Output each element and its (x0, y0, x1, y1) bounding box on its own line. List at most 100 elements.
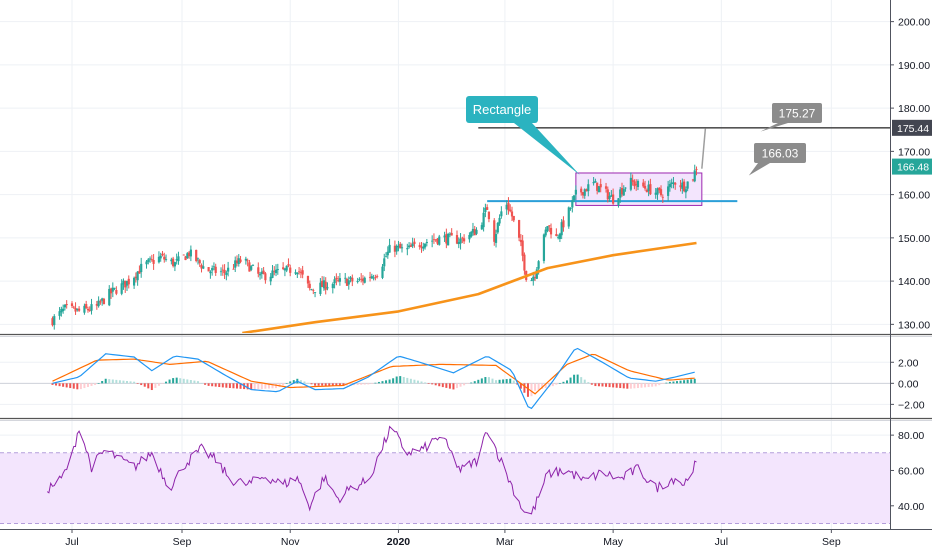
candle[interactable] (251, 264, 255, 267)
candle[interactable] (170, 257, 173, 265)
candle[interactable] (457, 237, 460, 249)
candle[interactable] (679, 179, 682, 192)
candle[interactable] (635, 179, 638, 191)
candle[interactable] (606, 186, 609, 203)
candle[interactable] (555, 228, 558, 237)
candle[interactable] (269, 273, 272, 286)
candle[interactable] (152, 254, 155, 270)
candle[interactable] (544, 226, 547, 238)
time-axis[interactable]: Jul Sep Nov 2020 Mar May Jul Sep (65, 529, 841, 548)
candle[interactable] (258, 272, 262, 280)
candle[interactable] (631, 174, 634, 186)
candle[interactable] (187, 251, 191, 259)
candle[interactable] (338, 272, 342, 286)
candle[interactable] (283, 267, 287, 277)
candle[interactable] (681, 178, 684, 194)
candle[interactable] (654, 188, 657, 199)
candle[interactable] (299, 268, 302, 279)
candle[interactable] (517, 219, 521, 242)
candle[interactable] (438, 234, 441, 246)
candle[interactable] (619, 186, 622, 203)
candle[interactable] (420, 242, 423, 253)
candle[interactable] (468, 232, 471, 243)
candle[interactable] (393, 240, 397, 258)
candle[interactable] (337, 275, 340, 283)
candle[interactable] (691, 178, 695, 182)
candle[interactable] (282, 262, 285, 271)
candle[interactable] (274, 264, 278, 277)
candle[interactable] (234, 256, 237, 273)
candle[interactable] (276, 263, 279, 275)
candle[interactable] (523, 252, 526, 275)
candle[interactable] (574, 185, 577, 200)
candle[interactable] (189, 245, 192, 262)
candle[interactable] (668, 179, 672, 192)
candle[interactable] (658, 187, 661, 194)
candle[interactable] (406, 243, 409, 256)
candle[interactable] (642, 179, 645, 188)
candle[interactable] (248, 259, 251, 272)
candle[interactable] (388, 238, 391, 253)
candle[interactable] (361, 275, 365, 286)
candle[interactable] (672, 176, 675, 189)
candle[interactable] (175, 253, 178, 265)
candle[interactable] (409, 242, 412, 248)
candle[interactable] (610, 190, 613, 197)
candle[interactable] (322, 276, 326, 291)
candle[interactable] (202, 260, 205, 270)
candle[interactable] (519, 234, 522, 247)
candle[interactable] (629, 172, 632, 192)
candle[interactable] (604, 182, 608, 193)
candle[interactable] (411, 237, 414, 249)
candle[interactable] (684, 186, 687, 199)
candle[interactable] (376, 274, 379, 279)
candle[interactable] (136, 270, 139, 286)
candle[interactable] (62, 304, 65, 314)
candle[interactable] (368, 271, 372, 282)
candle[interactable] (157, 251, 161, 264)
candle[interactable] (72, 305, 75, 309)
candle[interactable] (289, 264, 292, 277)
candle[interactable] (113, 287, 116, 291)
candle[interactable] (132, 276, 136, 289)
candle[interactable] (244, 256, 247, 265)
candle[interactable] (172, 256, 175, 268)
candle[interactable] (76, 308, 79, 312)
candle[interactable] (612, 188, 615, 205)
candle[interactable] (443, 231, 446, 242)
candle[interactable] (558, 232, 562, 243)
candle[interactable] (125, 280, 129, 292)
candle[interactable] (108, 285, 111, 307)
candle[interactable] (480, 222, 483, 231)
candle[interactable] (312, 288, 315, 295)
candle[interactable] (562, 216, 565, 232)
candle[interactable] (90, 298, 93, 315)
candle[interactable] (423, 243, 427, 250)
candle[interactable] (140, 257, 143, 278)
candle[interactable] (209, 270, 212, 279)
candle[interactable] (63, 304, 67, 311)
candle[interactable] (319, 278, 322, 296)
candle[interactable] (85, 300, 88, 309)
candle[interactable] (326, 282, 329, 291)
candle[interactable] (486, 204, 489, 210)
candle[interactable] (296, 272, 299, 279)
candle[interactable] (512, 215, 515, 223)
candle[interactable] (301, 265, 304, 279)
candle[interactable] (351, 274, 354, 287)
rectangle-callout-box[interactable] (466, 96, 538, 123)
candle[interactable] (400, 243, 404, 253)
candle[interactable] (138, 265, 141, 274)
candle[interactable] (431, 235, 434, 248)
candle[interactable] (374, 274, 377, 281)
candlestick-series[interactable] (51, 164, 698, 330)
candle[interactable] (173, 261, 177, 272)
candle[interactable] (77, 306, 81, 312)
candle[interactable] (356, 277, 359, 284)
candle[interactable] (161, 250, 164, 257)
candle[interactable] (159, 252, 162, 262)
candle[interactable] (383, 253, 386, 272)
candle[interactable] (147, 257, 150, 265)
candle[interactable] (470, 230, 473, 238)
candle[interactable] (695, 166, 698, 176)
